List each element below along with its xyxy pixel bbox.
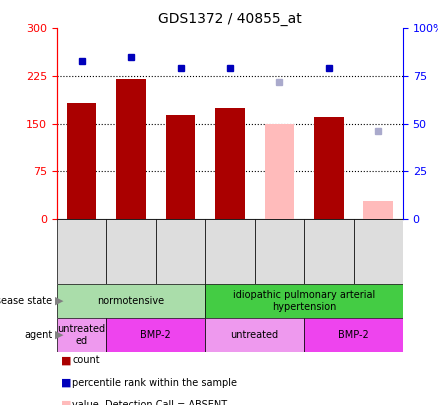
Bar: [67, 103, 96, 219]
Bar: [304, 219, 353, 284]
Bar: [314, 117, 344, 219]
Bar: [205, 284, 403, 318]
Text: percentile rank within the sample: percentile rank within the sample: [72, 378, 237, 388]
Text: normotensive: normotensive: [98, 296, 165, 306]
Bar: [215, 108, 245, 219]
Text: BMP-2: BMP-2: [141, 330, 171, 340]
Text: agent: agent: [25, 330, 53, 340]
Text: count: count: [72, 356, 100, 365]
Bar: [57, 318, 106, 352]
Text: ■: ■: [61, 400, 72, 405]
Bar: [57, 284, 205, 318]
Bar: [364, 201, 393, 219]
Text: ■: ■: [61, 356, 72, 365]
Text: untreated: untreated: [230, 330, 279, 340]
Bar: [106, 219, 156, 284]
Text: ■: ■: [61, 378, 72, 388]
Text: untreated
ed: untreated ed: [57, 324, 106, 346]
Bar: [106, 318, 205, 352]
Bar: [353, 219, 403, 284]
Text: ▶: ▶: [55, 330, 63, 340]
Bar: [205, 318, 304, 352]
Bar: [156, 219, 205, 284]
Bar: [116, 79, 146, 219]
Text: value, Detection Call = ABSENT: value, Detection Call = ABSENT: [72, 400, 227, 405]
Text: idiopathic pulmonary arterial
hypertension: idiopathic pulmonary arterial hypertensi…: [233, 290, 375, 311]
Bar: [166, 115, 195, 219]
Bar: [205, 219, 254, 284]
Title: GDS1372 / 40855_at: GDS1372 / 40855_at: [158, 12, 302, 26]
Bar: [265, 124, 294, 219]
Bar: [254, 219, 304, 284]
Text: BMP-2: BMP-2: [338, 330, 369, 340]
Bar: [57, 219, 106, 284]
Text: ▶: ▶: [55, 296, 63, 306]
Text: disease state: disease state: [0, 296, 53, 306]
Bar: [304, 318, 403, 352]
